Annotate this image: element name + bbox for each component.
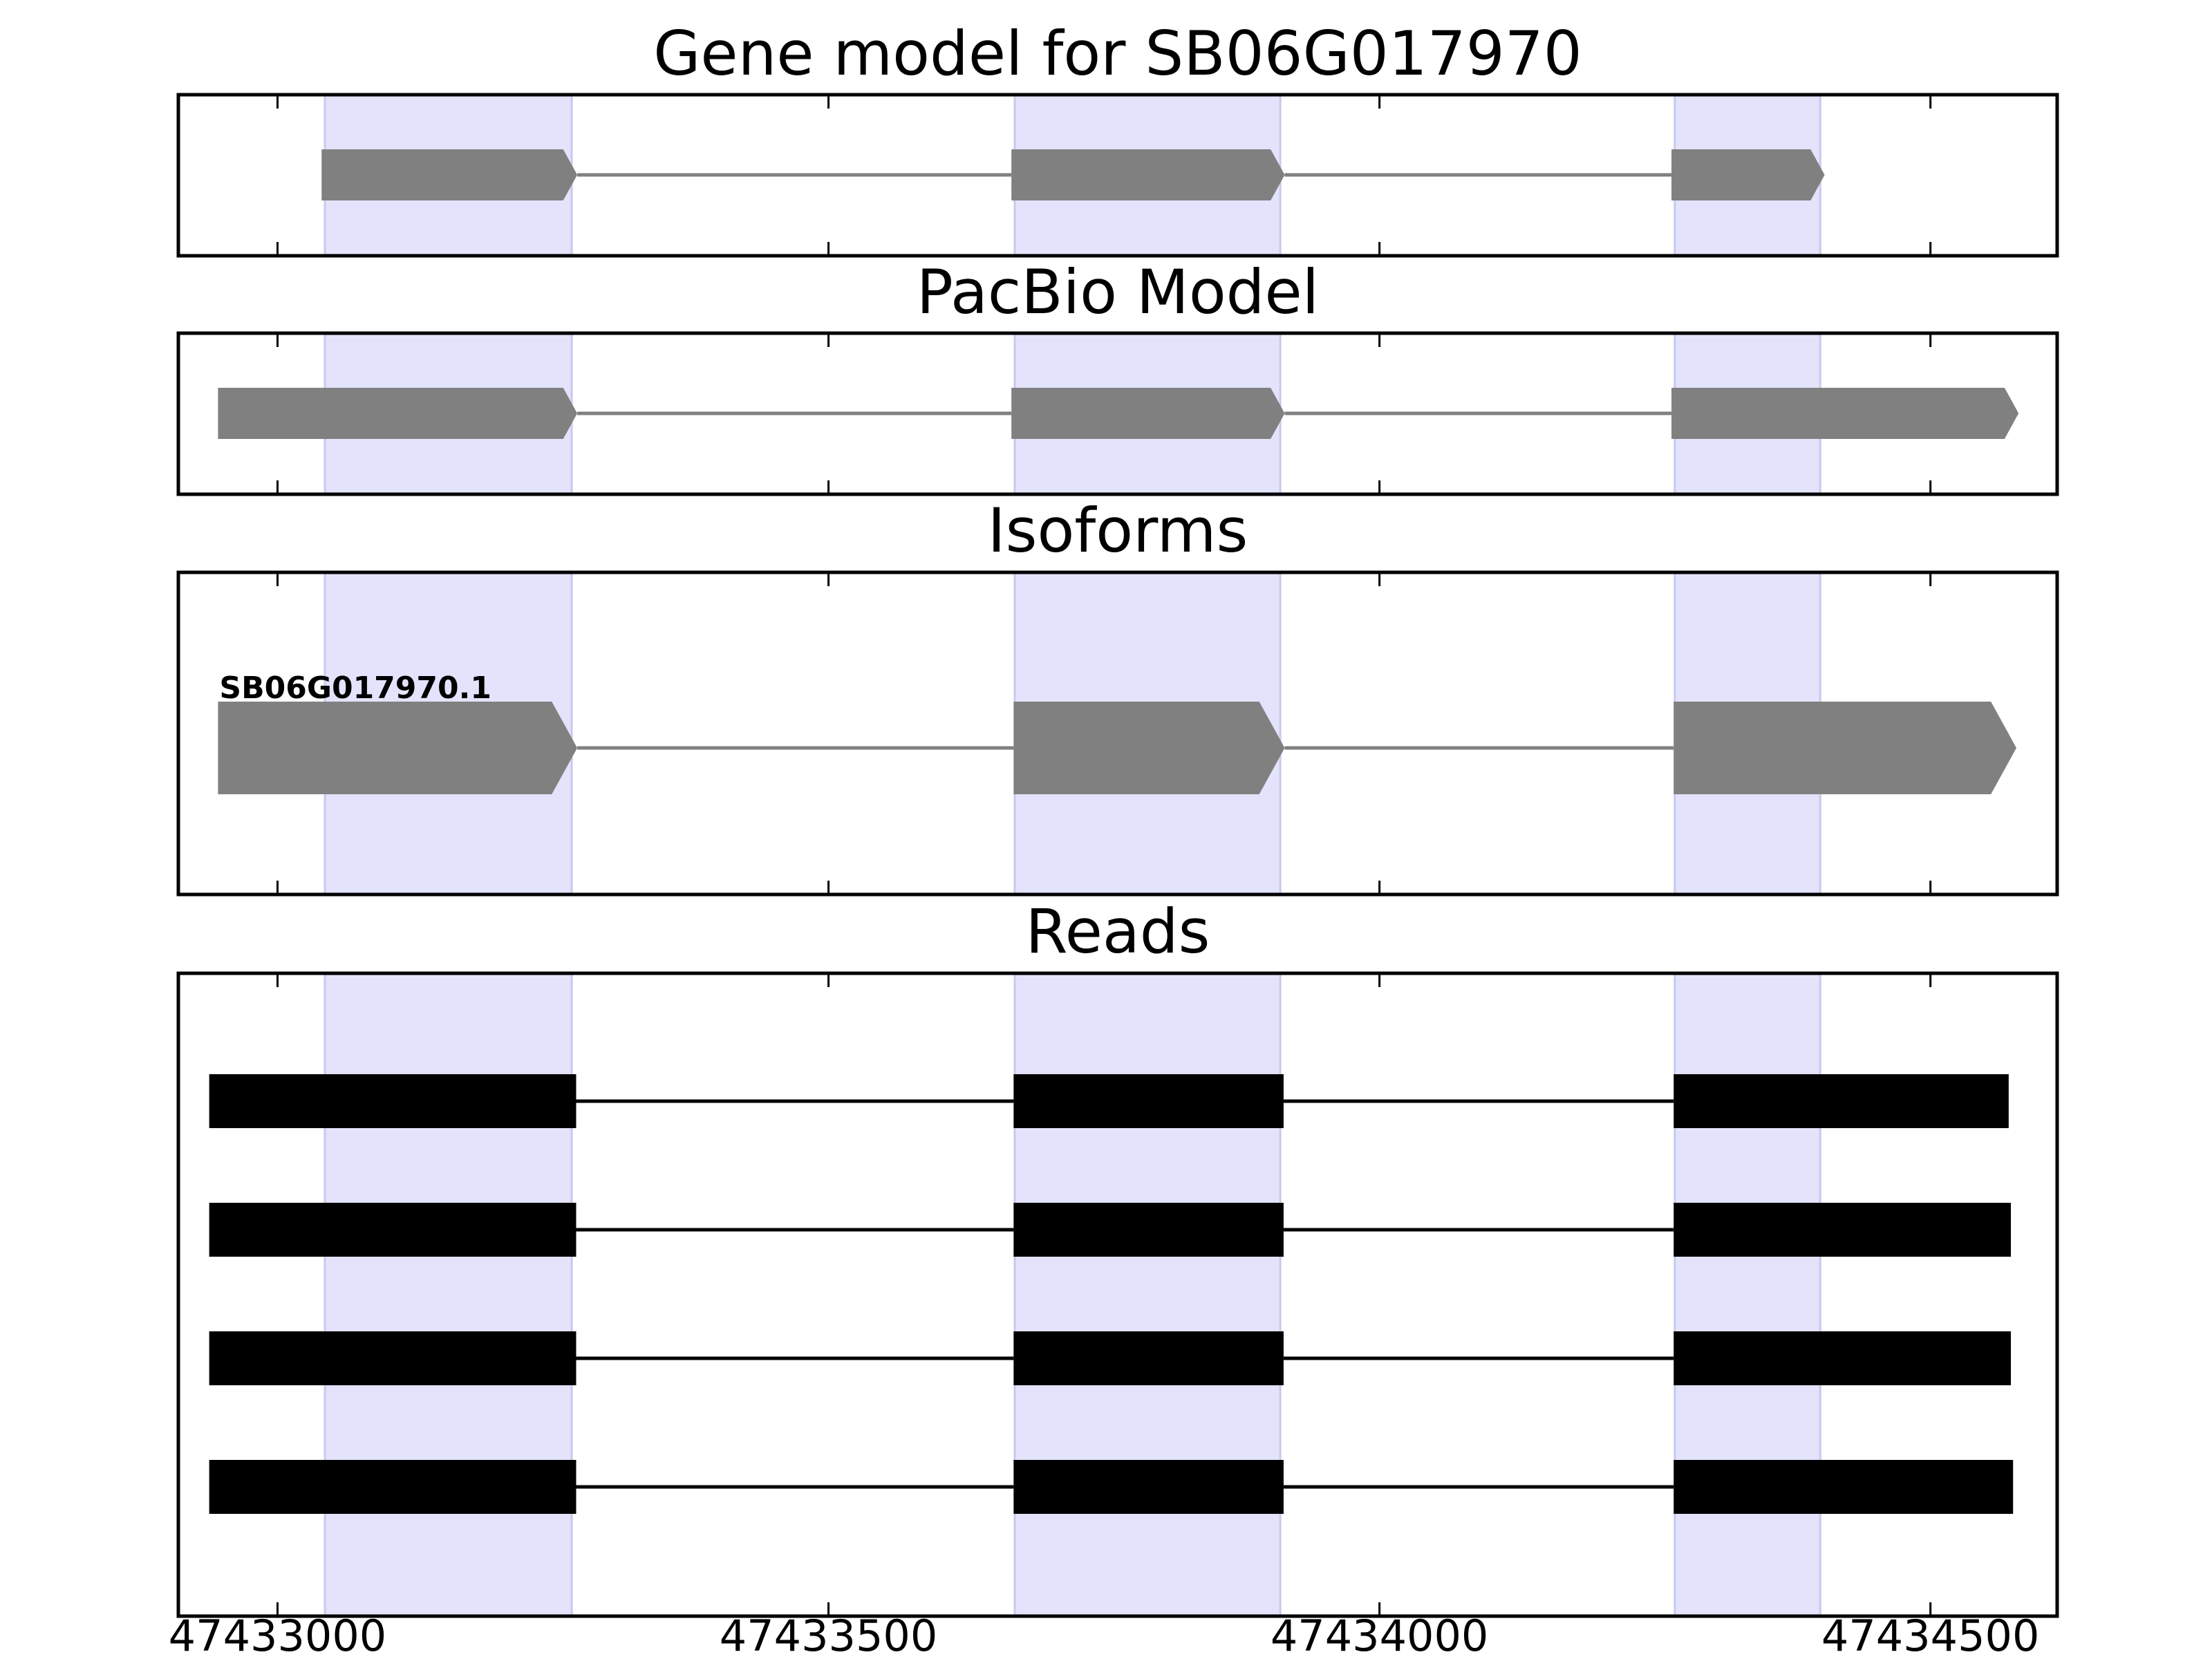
panel-title: Gene model for SB06G017970 bbox=[653, 18, 1582, 89]
exon-arrow bbox=[1671, 388, 2019, 439]
exon-block bbox=[1674, 1074, 2009, 1128]
exon-block bbox=[209, 1331, 577, 1385]
exon-block bbox=[1013, 1331, 1284, 1385]
gene-track bbox=[321, 149, 1825, 200]
exon-block bbox=[1013, 1460, 1284, 1514]
panel-title: Reads bbox=[1026, 896, 1210, 967]
exon-arrow bbox=[218, 388, 578, 439]
panel-frame bbox=[176, 331, 2059, 496]
panel-frame bbox=[176, 971, 2059, 1618]
exon-arrow bbox=[1011, 149, 1285, 200]
panels-layer: Gene model for SB06G017970 PacBio Model Is… bbox=[176, 18, 2059, 1618]
exon-highlight-band bbox=[1013, 972, 1282, 1618]
exon-highlight-band bbox=[324, 972, 573, 1618]
panel-isoforms: Isoforms SB06G017970.1 bbox=[176, 495, 2059, 897]
panel-frame bbox=[176, 570, 2059, 897]
panel-frame bbox=[176, 93, 2059, 258]
exon-block bbox=[1674, 1203, 2012, 1257]
x-tick-label: 47434000 bbox=[1271, 1611, 1489, 1659]
exon-block bbox=[1013, 1074, 1284, 1128]
gene-track bbox=[218, 388, 2019, 439]
x-axis-tick-labels: 47433000 47433500 47434000 47434500 bbox=[169, 1611, 2040, 1659]
panel-title: Isoforms bbox=[988, 495, 1248, 566]
exon-block bbox=[1674, 1331, 2012, 1385]
exon-arrow bbox=[1671, 149, 1825, 200]
exon-arrow bbox=[321, 149, 578, 200]
gene-track: SB06G017970.1 bbox=[218, 671, 2017, 794]
exon-arrow bbox=[218, 702, 578, 794]
exon-block bbox=[1674, 1460, 2014, 1514]
exon-block bbox=[209, 1203, 577, 1257]
panel-reads: Reads bbox=[176, 896, 2059, 1618]
panel-pacbio-model: PacBio Model bbox=[176, 256, 2059, 496]
panel-title: PacBio Model bbox=[917, 256, 1319, 328]
read-track bbox=[209, 1331, 2012, 1385]
isoform-label: SB06G017970.1 bbox=[219, 671, 491, 706]
read-track bbox=[209, 1460, 2014, 1514]
exon-arrow bbox=[1011, 388, 1285, 439]
exon-block bbox=[209, 1074, 577, 1128]
exon-block bbox=[209, 1460, 577, 1514]
x-tick-label: 47433500 bbox=[720, 1611, 938, 1659]
exon-arrow bbox=[1013, 702, 1285, 794]
exon-block bbox=[1013, 1203, 1284, 1257]
panel-gene-model: Gene model for SB06G017970 bbox=[176, 18, 2059, 258]
x-tick-label: 47433000 bbox=[169, 1611, 387, 1659]
read-track bbox=[209, 1074, 2009, 1128]
x-tick-label: 47434500 bbox=[1821, 1611, 2040, 1659]
exon-arrow bbox=[1674, 702, 2017, 794]
exon-highlight-band bbox=[1674, 972, 1821, 1618]
read-track bbox=[209, 1203, 2012, 1257]
